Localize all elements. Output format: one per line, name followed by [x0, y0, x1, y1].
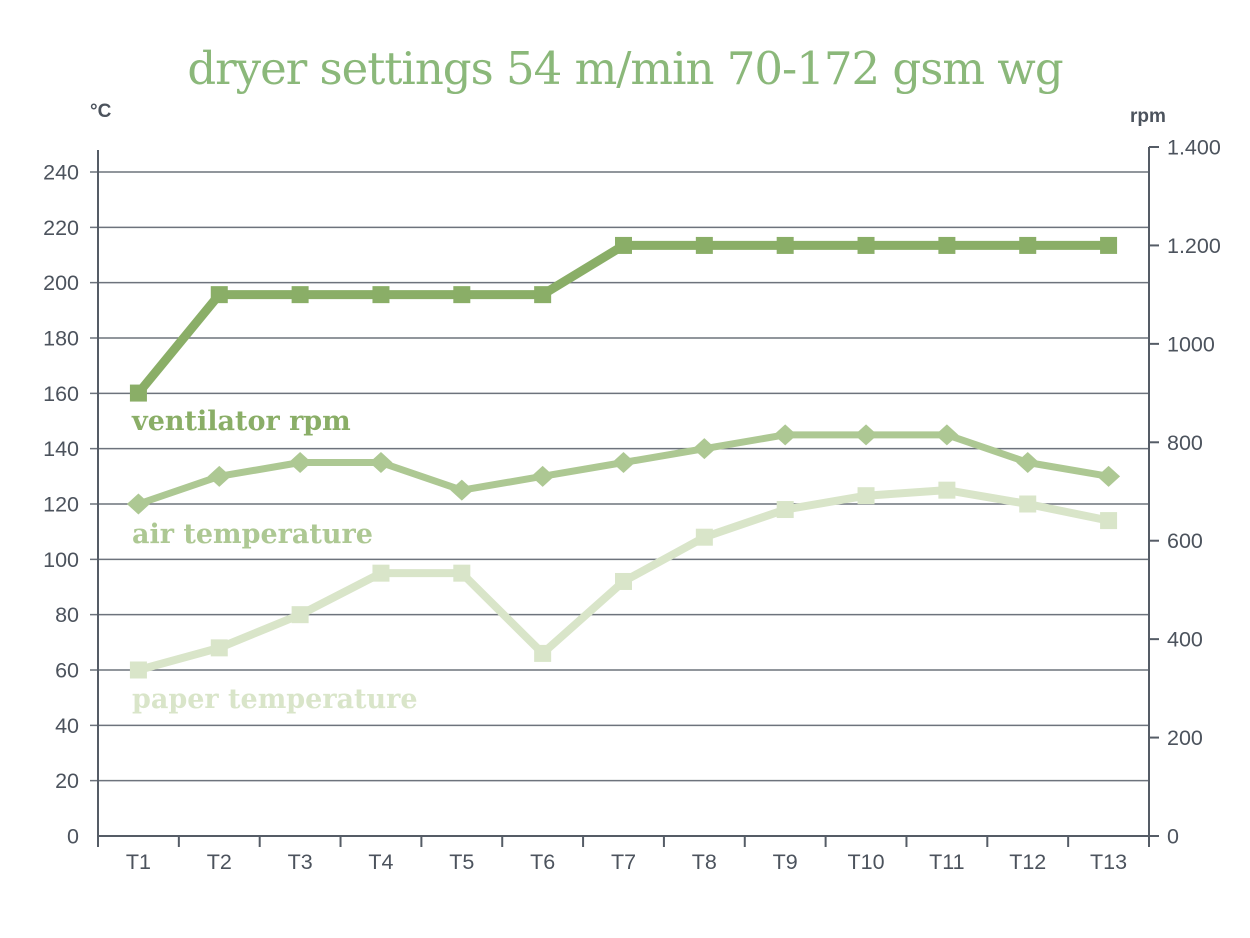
right-axis-tick-label: 0 — [1167, 825, 1179, 849]
marker-diamond — [531, 465, 555, 487]
right-axis-tick-label: 1000 — [1167, 332, 1215, 356]
marker-diamond — [854, 424, 878, 446]
right-axis-tick-label: 1.200 — [1167, 234, 1221, 258]
left-axis-unit-label: °C — [90, 101, 112, 122]
marker-diamond — [1016, 452, 1040, 473]
series-label-ventilator-rpm: ventilator rpm — [132, 406, 351, 437]
marker-square — [129, 661, 147, 679]
left-axis-tick-label: 40 — [55, 714, 79, 738]
x-axis-category-label: T8 — [692, 850, 717, 874]
right-axis-tick-label: 1.400 — [1167, 136, 1221, 160]
marker-square — [453, 564, 471, 582]
marker-square — [291, 606, 309, 624]
marker-square — [776, 501, 794, 519]
marker-diamond — [126, 493, 150, 515]
marker-square — [453, 286, 471, 304]
x-axis-category-label: T9 — [773, 850, 798, 874]
marker-diamond — [773, 424, 797, 446]
marker-diamond — [288, 452, 312, 473]
right-axis-tick-label: 200 — [1167, 726, 1203, 750]
marker-square — [615, 572, 632, 590]
left-axis-tick-label: 140 — [43, 437, 79, 461]
series-line-ventilator-rpm — [134, 240, 1109, 396]
marker-square — [372, 286, 390, 304]
x-axis-category-label: T7 — [611, 850, 636, 874]
marker-diamond — [612, 452, 635, 473]
x-axis-category-label: T3 — [288, 850, 313, 874]
marker-square — [776, 236, 794, 254]
left-axis-tick-label: 60 — [55, 659, 79, 683]
marker-diamond — [450, 479, 474, 501]
marker-square — [534, 644, 552, 662]
marker-diamond — [369, 452, 393, 473]
right-axis-tick-label: 600 — [1167, 529, 1203, 553]
marker-square — [695, 528, 713, 546]
marker-square — [210, 639, 228, 657]
marker-square — [291, 286, 309, 304]
marker-square — [1019, 236, 1037, 254]
x-axis-category-label: T4 — [368, 850, 393, 874]
x-axis-category-label: T5 — [449, 850, 474, 874]
left-axis-tick-label: 160 — [43, 382, 79, 406]
left-axis-tick-label: 0 — [67, 825, 79, 849]
series-label-air-temperature: air temperature — [132, 519, 373, 550]
left-axis-tick-label: 240 — [43, 161, 79, 185]
x-axis-category-label: T12 — [1009, 850, 1046, 874]
left-axis-tick-label: 80 — [55, 603, 79, 627]
x-axis-category-label: T1 — [126, 850, 151, 874]
marker-square — [1019, 495, 1037, 513]
left-axis-tick-label: 200 — [43, 271, 79, 295]
marker-square — [695, 236, 713, 254]
right-axis-tick-label: 400 — [1167, 628, 1203, 652]
marker-square — [857, 487, 875, 505]
marker-diamond — [935, 424, 959, 446]
series-label-paper-temperature: paper temperature — [132, 684, 418, 715]
marker-square — [857, 236, 875, 254]
left-axis-tick-label: 20 — [55, 769, 79, 793]
x-axis-category-label: T11 — [929, 850, 964, 874]
x-axis-category-label: T6 — [530, 850, 555, 874]
marker-square — [1100, 236, 1118, 254]
left-axis-tick-label: 220 — [43, 216, 79, 240]
marker-square — [615, 236, 632, 254]
left-axis-tick-label: 120 — [43, 493, 79, 517]
marker-square — [938, 236, 956, 254]
x-axis-category-label: T10 — [848, 850, 885, 874]
left-axis-tick-label: 100 — [43, 548, 79, 572]
marker-square — [372, 564, 390, 582]
chart-title: dryer settings 54 m/min 70-172 gsm wg — [187, 42, 1063, 95]
right-axis-unit-label: rpm — [1130, 106, 1166, 127]
x-axis-category-label: T13 — [1090, 850, 1127, 874]
marker-square — [129, 384, 147, 402]
marker-diamond — [692, 438, 716, 460]
marker-diamond — [207, 465, 231, 487]
x-axis-category-label: T2 — [207, 850, 232, 874]
marker-square — [1100, 512, 1118, 530]
marker-square — [938, 481, 956, 499]
right-axis-tick-label: 800 — [1167, 431, 1203, 455]
marker-diamond — [1097, 465, 1121, 487]
marker-square — [534, 286, 552, 304]
marker-square — [210, 286, 228, 304]
left-axis-tick-label: 180 — [43, 327, 79, 351]
